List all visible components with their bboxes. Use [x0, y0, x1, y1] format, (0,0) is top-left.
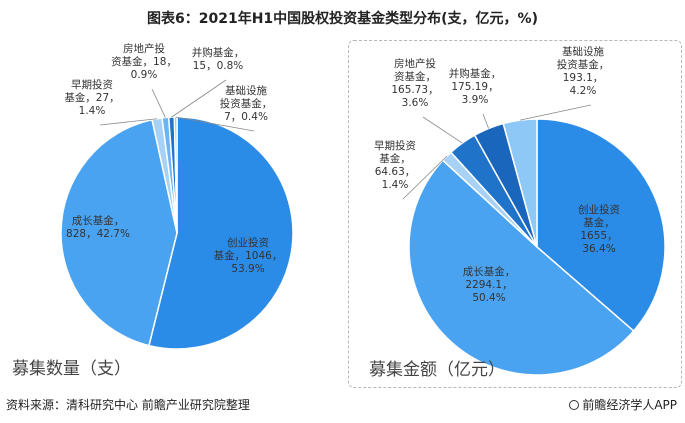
source-note: 资料来源：清科研究中心 前瞻产业研究院整理 — [6, 398, 250, 412]
leader-line-3 — [422, 116, 463, 144]
pie-panel-amount: 创业投资基金， 1655， 36.4% 成长基金， 2294.1， 50.4% 早期投资基金… — [348, 40, 682, 388]
pie-slice-0 — [148, 116, 294, 350]
pie-caption-count: 募集数量（支） — [12, 359, 131, 379]
leader-line-2 — [99, 118, 158, 126]
slice-label-4: 并购基金， 175.19， 3.9% — [449, 67, 502, 106]
leader-line-4 — [482, 113, 489, 129]
slice-label-3: 房地产投资基金，18， 0.9% — [111, 42, 177, 81]
slice-label-2: 早期投资基金， 64.63， 1.4% — [374, 139, 416, 191]
leader-line-2 — [402, 155, 448, 200]
pie-slice-1 — [60, 118, 178, 347]
slice-label-3: 房地产投资基金， 165.73， 3.6% — [391, 57, 438, 109]
slice-label-1: 成长基金， 828，42.7% — [66, 214, 130, 240]
pie-caption-amount: 募集金额（亿元） — [369, 360, 505, 380]
slice-label-5: 基础设施投资基金， 7，0.4% — [220, 84, 273, 123]
slice-label-0: 创业投资基金， 1655， 36.4% — [578, 203, 620, 255]
brand-text: 前瞻经济学人APP — [582, 398, 677, 412]
slice-label-2: 早期投资基金，27， 1.4% — [64, 78, 119, 117]
slice-label-5: 基础设施投资基金， 193.1， 4.2% — [557, 45, 610, 97]
pie-slice-0 — [536, 118, 666, 333]
pie-chart-count: 创业投资基金，1046， 53.9% 成长基金， 828，42.7% 早期投资基金，27… — [60, 42, 294, 350]
brand-mark: 前瞻经济学人APP — [569, 396, 677, 413]
pie-slice-1 — [408, 159, 635, 376]
leader-line-5 — [175, 116, 255, 132]
leader-line-4 — [171, 79, 227, 118]
pie-chart-amount: 创业投资基金， 1655， 36.4% 成长基金， 2294.1， 50.4% 早期投资基金… — [374, 45, 666, 376]
brand-logo-icon — [569, 400, 580, 410]
slice-label-4: 并购基金， 15，0.8% — [192, 46, 245, 72]
chart-title: 图表6：2021年H1中国股权投资基金类型分布(支，亿元，%) — [147, 11, 538, 27]
slice-label-1: 成长基金， 2294.1， 50.4% — [463, 265, 516, 304]
leader-line-3 — [151, 88, 166, 118]
slice-label-0: 创业投资基金，1046， 53.9% — [214, 236, 283, 275]
leader-line-5 — [519, 104, 592, 121]
pie-panel-count: 创业投资基金，1046， 53.9% 成长基金， 828，42.7% 早期投资基金，27… — [6, 40, 340, 386]
